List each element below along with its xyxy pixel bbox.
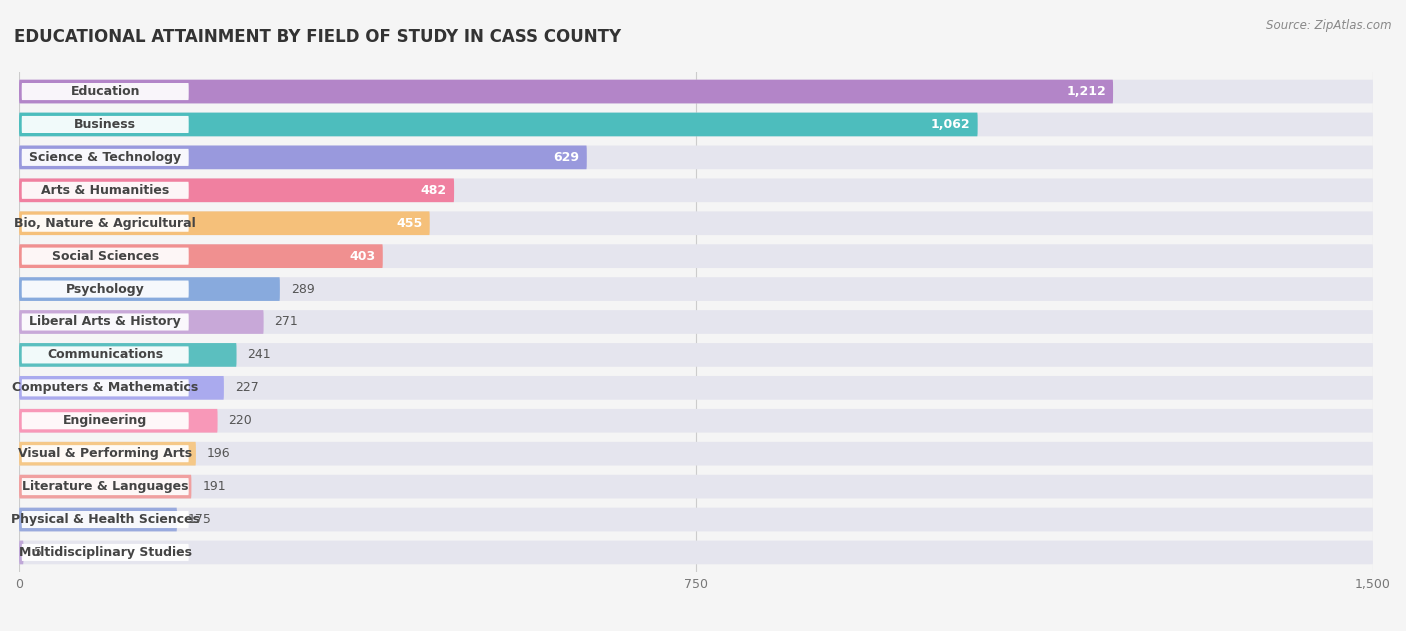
FancyBboxPatch shape bbox=[21, 511, 188, 528]
FancyBboxPatch shape bbox=[20, 277, 280, 301]
Text: 629: 629 bbox=[554, 151, 579, 164]
Text: 227: 227 bbox=[235, 381, 259, 394]
Text: Business: Business bbox=[75, 118, 136, 131]
FancyBboxPatch shape bbox=[21, 379, 188, 396]
FancyBboxPatch shape bbox=[21, 346, 188, 363]
FancyBboxPatch shape bbox=[20, 409, 1374, 433]
FancyBboxPatch shape bbox=[21, 116, 188, 133]
FancyBboxPatch shape bbox=[20, 541, 1374, 564]
Text: 220: 220 bbox=[228, 415, 252, 427]
FancyBboxPatch shape bbox=[21, 83, 188, 100]
FancyBboxPatch shape bbox=[21, 544, 188, 561]
Text: 1,062: 1,062 bbox=[931, 118, 970, 131]
Text: Psychology: Psychology bbox=[66, 283, 145, 295]
Text: 455: 455 bbox=[396, 216, 423, 230]
FancyBboxPatch shape bbox=[21, 314, 188, 331]
Text: 191: 191 bbox=[202, 480, 226, 493]
Text: Science & Technology: Science & Technology bbox=[30, 151, 181, 164]
FancyBboxPatch shape bbox=[20, 244, 1374, 268]
Text: Physical & Health Sciences: Physical & Health Sciences bbox=[11, 513, 200, 526]
FancyBboxPatch shape bbox=[21, 281, 188, 298]
FancyBboxPatch shape bbox=[20, 211, 1374, 235]
FancyBboxPatch shape bbox=[20, 112, 977, 136]
FancyBboxPatch shape bbox=[20, 80, 1114, 103]
Text: Computers & Mathematics: Computers & Mathematics bbox=[13, 381, 198, 394]
FancyBboxPatch shape bbox=[20, 146, 1374, 169]
FancyBboxPatch shape bbox=[20, 409, 218, 433]
FancyBboxPatch shape bbox=[21, 445, 188, 463]
FancyBboxPatch shape bbox=[20, 310, 264, 334]
Text: Arts & Humanities: Arts & Humanities bbox=[41, 184, 169, 197]
FancyBboxPatch shape bbox=[21, 182, 188, 199]
FancyBboxPatch shape bbox=[20, 541, 24, 564]
Text: Communications: Communications bbox=[48, 348, 163, 362]
FancyBboxPatch shape bbox=[20, 244, 382, 268]
Text: Engineering: Engineering bbox=[63, 415, 148, 427]
Text: 175: 175 bbox=[188, 513, 212, 526]
Text: 271: 271 bbox=[274, 316, 298, 329]
FancyBboxPatch shape bbox=[20, 475, 191, 498]
Text: Source: ZipAtlas.com: Source: ZipAtlas.com bbox=[1267, 19, 1392, 32]
FancyBboxPatch shape bbox=[20, 80, 1374, 103]
FancyBboxPatch shape bbox=[21, 412, 188, 429]
Text: 1,212: 1,212 bbox=[1066, 85, 1107, 98]
Text: Social Sciences: Social Sciences bbox=[52, 250, 159, 262]
Text: EDUCATIONAL ATTAINMENT BY FIELD OF STUDY IN CASS COUNTY: EDUCATIONAL ATTAINMENT BY FIELD OF STUDY… bbox=[14, 28, 621, 47]
FancyBboxPatch shape bbox=[20, 508, 1374, 531]
FancyBboxPatch shape bbox=[20, 146, 586, 169]
Text: 241: 241 bbox=[247, 348, 271, 362]
Text: Visual & Performing Arts: Visual & Performing Arts bbox=[18, 447, 193, 460]
FancyBboxPatch shape bbox=[20, 475, 1374, 498]
Text: Multidisciplinary Studies: Multidisciplinary Studies bbox=[18, 546, 191, 559]
FancyBboxPatch shape bbox=[21, 247, 188, 264]
Text: 482: 482 bbox=[420, 184, 447, 197]
FancyBboxPatch shape bbox=[20, 211, 430, 235]
Text: 196: 196 bbox=[207, 447, 231, 460]
FancyBboxPatch shape bbox=[20, 179, 454, 202]
Text: Bio, Nature & Agricultural: Bio, Nature & Agricultural bbox=[14, 216, 195, 230]
FancyBboxPatch shape bbox=[21, 478, 188, 495]
FancyBboxPatch shape bbox=[20, 343, 236, 367]
Text: Education: Education bbox=[70, 85, 141, 98]
Text: 403: 403 bbox=[350, 250, 375, 262]
FancyBboxPatch shape bbox=[20, 442, 1374, 466]
FancyBboxPatch shape bbox=[20, 442, 195, 466]
FancyBboxPatch shape bbox=[20, 508, 177, 531]
FancyBboxPatch shape bbox=[20, 376, 224, 399]
FancyBboxPatch shape bbox=[20, 376, 1374, 399]
Text: Literature & Languages: Literature & Languages bbox=[22, 480, 188, 493]
Text: 289: 289 bbox=[291, 283, 315, 295]
Text: Liberal Arts & History: Liberal Arts & History bbox=[30, 316, 181, 329]
FancyBboxPatch shape bbox=[20, 310, 1374, 334]
FancyBboxPatch shape bbox=[20, 277, 1374, 301]
FancyBboxPatch shape bbox=[20, 179, 1374, 202]
FancyBboxPatch shape bbox=[21, 149, 188, 166]
Text: 5: 5 bbox=[34, 546, 42, 559]
FancyBboxPatch shape bbox=[21, 215, 188, 232]
FancyBboxPatch shape bbox=[20, 112, 1374, 136]
FancyBboxPatch shape bbox=[20, 343, 1374, 367]
